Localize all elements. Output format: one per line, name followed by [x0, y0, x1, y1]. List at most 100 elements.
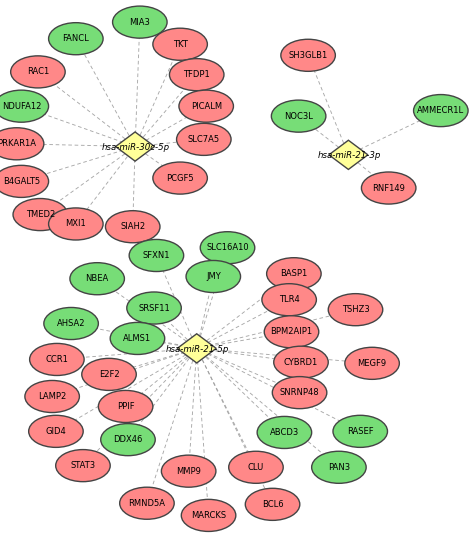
Text: SRSF11: SRSF11	[138, 304, 170, 312]
Ellipse shape	[200, 232, 255, 264]
Ellipse shape	[98, 390, 153, 422]
Ellipse shape	[0, 90, 48, 122]
Ellipse shape	[274, 346, 328, 378]
Ellipse shape	[345, 347, 399, 379]
Text: BPM2AIP1: BPM2AIP1	[271, 327, 312, 336]
Text: PCGF5: PCGF5	[166, 174, 194, 182]
Ellipse shape	[228, 451, 283, 483]
Ellipse shape	[119, 487, 174, 519]
Text: MXI1: MXI1	[65, 220, 86, 228]
Ellipse shape	[264, 316, 319, 348]
Text: NBEA: NBEA	[85, 274, 109, 283]
Text: BASP1: BASP1	[280, 269, 308, 278]
Text: SIAH2: SIAH2	[120, 222, 146, 231]
Text: MIA3: MIA3	[129, 18, 150, 27]
Text: hsa-miR-30c-5p: hsa-miR-30c-5p	[102, 143, 170, 152]
Text: TLR4: TLR4	[279, 295, 300, 304]
Polygon shape	[329, 140, 368, 169]
Ellipse shape	[48, 208, 103, 240]
Ellipse shape	[82, 358, 137, 390]
Text: BCL6: BCL6	[262, 500, 283, 509]
Ellipse shape	[105, 211, 160, 243]
Text: E2F2: E2F2	[99, 370, 119, 379]
Ellipse shape	[181, 499, 236, 531]
Ellipse shape	[311, 451, 366, 483]
Text: RASEF: RASEF	[347, 427, 374, 436]
Polygon shape	[116, 132, 155, 161]
Text: MEGF9: MEGF9	[357, 359, 387, 368]
Ellipse shape	[328, 294, 383, 326]
Text: AMMECR1L: AMMECR1L	[417, 106, 465, 115]
Text: B4GALT5: B4GALT5	[3, 177, 40, 186]
Text: AHSA2: AHSA2	[57, 319, 85, 328]
Text: STAT3: STAT3	[70, 461, 96, 470]
Text: SLC7A5: SLC7A5	[188, 135, 220, 144]
Text: MMP9: MMP9	[176, 467, 201, 476]
Text: RNF149: RNF149	[372, 184, 405, 192]
Ellipse shape	[257, 416, 311, 448]
Ellipse shape	[127, 292, 181, 324]
Polygon shape	[177, 334, 216, 363]
Text: DDX46: DDX46	[113, 435, 143, 444]
Text: RMND5A: RMND5A	[128, 499, 165, 508]
Text: GID4: GID4	[46, 427, 66, 436]
Text: NDUFA12: NDUFA12	[1, 102, 41, 111]
Text: PRKAR1A: PRKAR1A	[0, 139, 36, 148]
Text: SH3GLB1: SH3GLB1	[289, 51, 328, 60]
Text: PPIF: PPIF	[117, 402, 135, 411]
Text: hsa-miR-21-5p: hsa-miR-21-5p	[166, 345, 229, 353]
Text: CYBRD1: CYBRD1	[284, 358, 318, 367]
Text: CLU: CLU	[248, 463, 264, 472]
Ellipse shape	[153, 162, 207, 194]
Text: PICALM: PICALM	[191, 102, 222, 111]
Ellipse shape	[361, 172, 416, 204]
Ellipse shape	[169, 59, 224, 91]
Ellipse shape	[25, 380, 80, 413]
Ellipse shape	[28, 415, 83, 447]
Text: TKT: TKT	[173, 40, 188, 49]
Ellipse shape	[100, 424, 155, 456]
Ellipse shape	[48, 23, 103, 55]
Text: SLC16A10: SLC16A10	[206, 243, 249, 252]
Ellipse shape	[0, 128, 44, 160]
Ellipse shape	[262, 284, 316, 316]
Text: TMED2: TMED2	[26, 210, 55, 219]
Text: hsa-miR-21-3p: hsa-miR-21-3p	[318, 151, 381, 160]
Text: SNRNP48: SNRNP48	[280, 388, 319, 397]
Ellipse shape	[13, 199, 68, 231]
Ellipse shape	[245, 488, 300, 520]
Text: JMY: JMY	[206, 272, 221, 281]
Ellipse shape	[161, 455, 216, 487]
Text: RAC1: RAC1	[27, 67, 49, 76]
Ellipse shape	[0, 165, 48, 197]
Text: LAMP2: LAMP2	[38, 392, 66, 401]
Ellipse shape	[29, 343, 84, 375]
Ellipse shape	[266, 258, 321, 290]
Ellipse shape	[272, 377, 327, 409]
Ellipse shape	[333, 415, 387, 447]
Ellipse shape	[44, 307, 98, 340]
Text: ALMS1: ALMS1	[123, 334, 152, 343]
Ellipse shape	[281, 39, 336, 71]
Text: FANCL: FANCL	[63, 34, 89, 43]
Ellipse shape	[179, 90, 233, 122]
Ellipse shape	[10, 56, 65, 88]
Text: SFXN1: SFXN1	[143, 251, 170, 260]
Text: TSHZ3: TSHZ3	[342, 305, 369, 314]
Ellipse shape	[112, 6, 167, 38]
Text: NOC3L: NOC3L	[284, 112, 313, 121]
Text: CCR1: CCR1	[46, 355, 68, 364]
Text: ABCD3: ABCD3	[270, 428, 299, 437]
Ellipse shape	[55, 450, 110, 482]
Text: PAN3: PAN3	[328, 463, 350, 472]
Ellipse shape	[413, 95, 468, 127]
Ellipse shape	[176, 123, 231, 155]
Ellipse shape	[70, 263, 124, 295]
Ellipse shape	[153, 28, 207, 60]
Ellipse shape	[129, 239, 184, 272]
Text: TFDP1: TFDP1	[183, 70, 210, 79]
Ellipse shape	[271, 100, 326, 132]
Text: MARCKS: MARCKS	[191, 511, 226, 520]
Ellipse shape	[186, 260, 240, 293]
Ellipse shape	[110, 322, 164, 354]
